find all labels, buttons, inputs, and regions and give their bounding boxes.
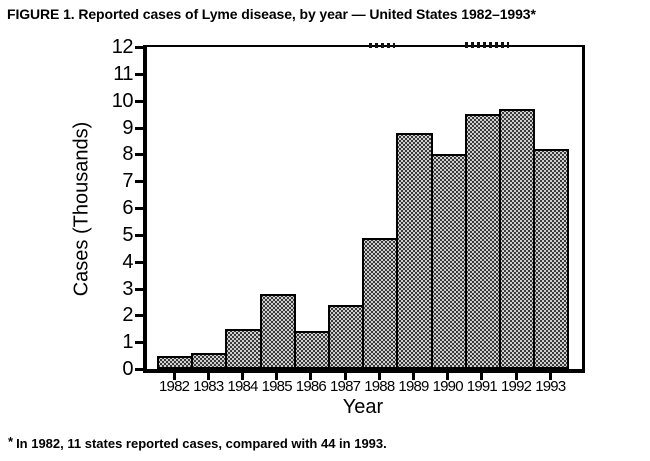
x-tick-label-1989: 1989: [398, 378, 429, 395]
y-tick-label-11: 11: [113, 62, 133, 85]
figure-title: FIGURE 1. Reported cases of Lyme disease…: [7, 6, 536, 22]
y-tick-2: [135, 314, 143, 318]
x-tick-label-1986: 1986: [295, 378, 327, 395]
x-tick-label-1985: 1985: [261, 378, 293, 395]
x-tick-1984: [241, 373, 244, 380]
y-tick-label-1: 1: [122, 331, 133, 354]
bar-1982: [157, 355, 194, 369]
y-tick-3: [135, 287, 143, 291]
x-tick-1993: [548, 373, 552, 380]
bar-1984: [225, 328, 262, 369]
plot-area: [143, 42, 585, 373]
y-axis-title: Cases (Thousands): [70, 121, 93, 297]
bar-1988: [362, 237, 399, 369]
bar-1989: [396, 132, 433, 369]
y-tick-label-6: 6: [122, 197, 133, 219]
x-tick-label-1987: 1987: [330, 378, 361, 395]
x-tick-1986: [309, 373, 313, 380]
y-tick-1: [135, 341, 143, 345]
x-tick-label-1993: 1993: [535, 378, 566, 395]
footnote-text: In 1982, 11 states reported cases, compa…: [16, 436, 387, 451]
y-tick-label-10: 10: [111, 89, 134, 112]
x-tick-label-1982: 1982: [159, 378, 190, 395]
y-tick-label-12: 12: [111, 36, 134, 58]
footnote: * In 1982, 11 states reported cases, comp…: [8, 434, 387, 451]
x-axis-title: Year: [342, 396, 384, 418]
x-tick-1992: [514, 373, 518, 380]
x-tick-1991: [480, 373, 484, 380]
bar-1985: [259, 293, 296, 369]
bar-1986: [293, 331, 330, 369]
bar-1991: [464, 114, 501, 369]
scan-artifact: [369, 43, 395, 48]
bar-1990: [430, 154, 467, 369]
x-tick-label-1992: 1992: [501, 378, 532, 395]
y-tick-11: [135, 72, 143, 76]
y-tick-label-8: 8: [122, 143, 133, 166]
x-tick-1982: [172, 373, 176, 380]
x-tick-1990: [446, 373, 450, 380]
x-tick-1989: [412, 373, 415, 380]
y-tick-label-5: 5: [122, 223, 133, 246]
y-tick-7: [135, 180, 143, 184]
y-tick-label-2: 2: [122, 304, 133, 327]
x-tick-label-1991: 1991: [466, 378, 498, 395]
x-tick-1983: [206, 373, 210, 380]
y-tick-label-4: 4: [122, 250, 133, 273]
x-tick-label-1990: 1990: [432, 378, 464, 395]
x-tick-label-1983: 1983: [193, 378, 224, 395]
x-tick-1988: [377, 373, 381, 380]
scan-artifact: [465, 42, 509, 48]
x-tick-1987: [343, 373, 347, 380]
bar-1993: [533, 148, 570, 369]
y-tick-8: [135, 153, 143, 157]
y-tick-4: [135, 260, 143, 264]
x-tick-label-1984: 1984: [227, 378, 258, 395]
y-tick-label-7: 7: [122, 170, 133, 193]
y-tick-10: [135, 99, 143, 103]
y-tick-12: [135, 46, 143, 49]
y-tick-0: [135, 368, 143, 371]
x-tick-1985: [275, 373, 279, 380]
x-tick-label-1988: 1988: [364, 378, 395, 395]
y-tick-label-3: 3: [122, 277, 133, 300]
y-tick-label-9: 9: [122, 116, 133, 139]
y-tick-5: [135, 233, 143, 237]
footnote-marker: *: [8, 434, 14, 449]
y-tick-9: [135, 126, 143, 130]
bar-1983: [191, 352, 228, 369]
bar-1987: [328, 304, 365, 369]
y-tick-label-0: 0: [122, 358, 133, 380]
y-tick-6: [135, 207, 143, 210]
bar-1992: [499, 108, 536, 369]
